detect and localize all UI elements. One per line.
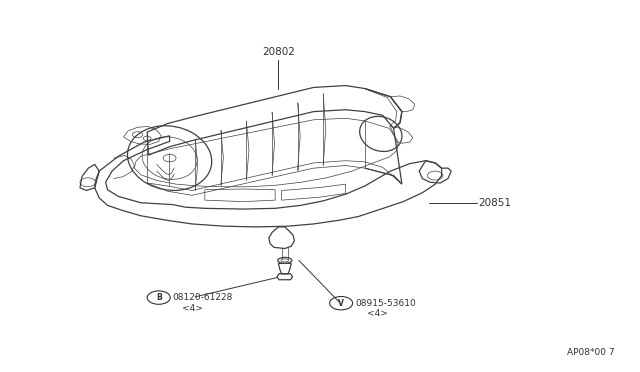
Text: V: V bbox=[338, 299, 344, 308]
Text: 08915-53610: 08915-53610 bbox=[356, 299, 417, 308]
Text: 08120-61228: 08120-61228 bbox=[173, 293, 233, 302]
Text: <4>: <4> bbox=[182, 304, 202, 312]
Text: 20851: 20851 bbox=[479, 198, 512, 208]
Text: <4>: <4> bbox=[367, 309, 388, 318]
Text: 20802: 20802 bbox=[262, 46, 295, 57]
Text: AP08*00 7: AP08*00 7 bbox=[567, 348, 614, 357]
Text: B: B bbox=[156, 293, 161, 302]
